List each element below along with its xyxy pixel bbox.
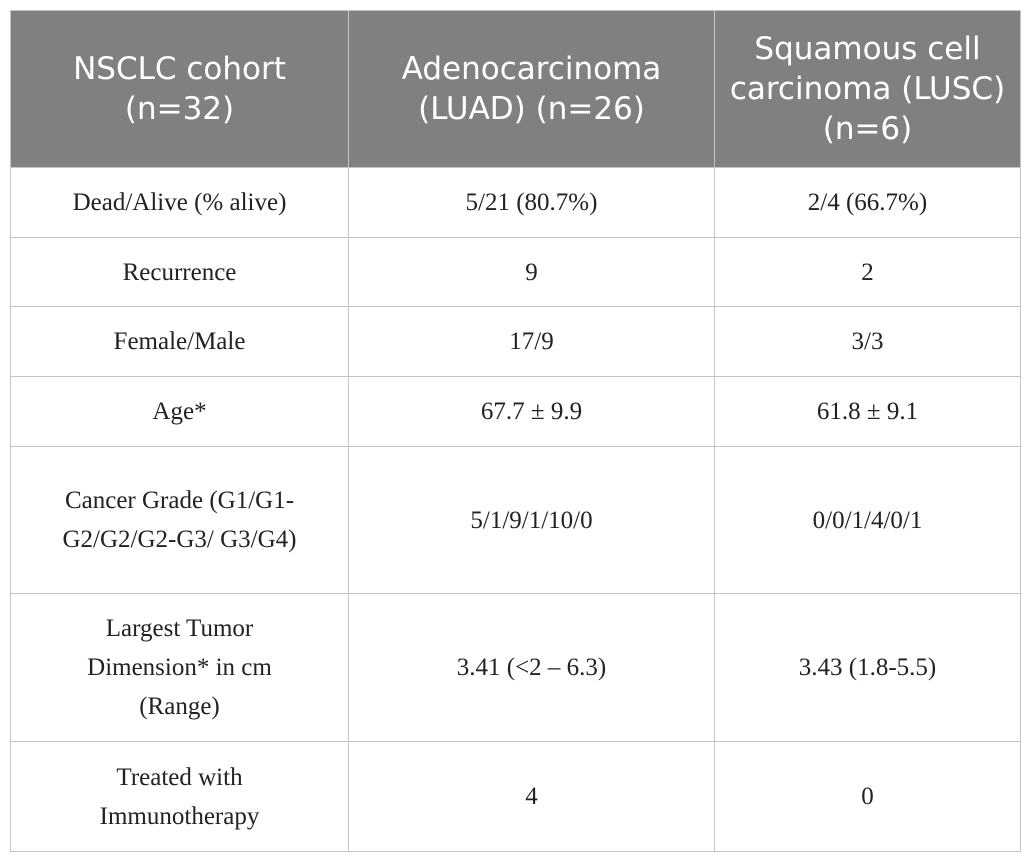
table-cell: 3/3 (714, 306, 1021, 377)
header-cell: Squamous cell carcinoma (LUSC) (n=6) (714, 10, 1021, 168)
table-row: Dead/Alive (% alive) 5/21 (80.7%) 2/4 (66.… (10, 167, 1021, 238)
table-cell: 5/1/9/1/10/0 (348, 446, 715, 594)
row-label: Age* (10, 376, 349, 447)
table-cell: 2 (714, 237, 1021, 307)
table-cell: 9 (348, 237, 715, 307)
table-cell: 5/21 (80.7%) (348, 167, 715, 238)
row-label: Dead/Alive (% alive) (10, 167, 349, 238)
table-cell: 4 (348, 741, 715, 852)
table-cell: 2/4 (66.7%) (714, 167, 1021, 238)
table-row: Treated with Immunotherapy 4 0 (10, 741, 1021, 852)
table-row: Largest Tumor Dimension* in cm (Range) 3.… (10, 593, 1021, 742)
header-row: NSCLC cohort (n=32) Adenocarcinoma (LUAD… (10, 10, 1021, 168)
table-row: Female/Male 17/9 3/3 (10, 306, 1021, 377)
row-label: Treated with Immunotherapy (10, 741, 349, 852)
table-cell: 67.7 ± 9.9 (348, 376, 715, 447)
table-cell: 61.8 ± 9.1 (714, 376, 1021, 447)
row-label: Recurrence (10, 237, 349, 307)
table-row: Cancer Grade (G1/G1-G2/G2/G2-G3/ G3/G4) 5… (10, 446, 1021, 594)
table-body: Dead/Alive (% alive) 5/21 (80.7%) 2/4 (66.… (10, 167, 1021, 852)
row-label: Largest Tumor Dimension* in cm (Range) (10, 593, 349, 742)
table-cell: 3.43 (1.8-5.5) (714, 593, 1021, 742)
table-cell: 17/9 (348, 306, 715, 377)
row-label: Cancer Grade (G1/G1-G2/G2/G2-G3/ G3/G4) (10, 446, 349, 594)
row-label: Female/Male (10, 306, 349, 377)
table-cell: 3.41 (<2 – 6.3) (348, 593, 715, 742)
table-header: NSCLC cohort (n=32) Adenocarcinoma (LUAD… (10, 10, 1021, 168)
table-cell: 0/0/1/4/0/1 (714, 446, 1021, 594)
table-cell: 0 (714, 741, 1021, 852)
table-row: Age* 67.7 ± 9.9 61.8 ± 9.1 (10, 376, 1021, 447)
data-table: NSCLC cohort (n=32) Adenocarcinoma (LUAD… (10, 10, 1021, 852)
table-row: Recurrence 9 2 (10, 237, 1021, 307)
header-cell: NSCLC cohort (n=32) (10, 10, 349, 168)
header-cell: Adenocarcinoma (LUAD) (n=26) (348, 10, 715, 168)
